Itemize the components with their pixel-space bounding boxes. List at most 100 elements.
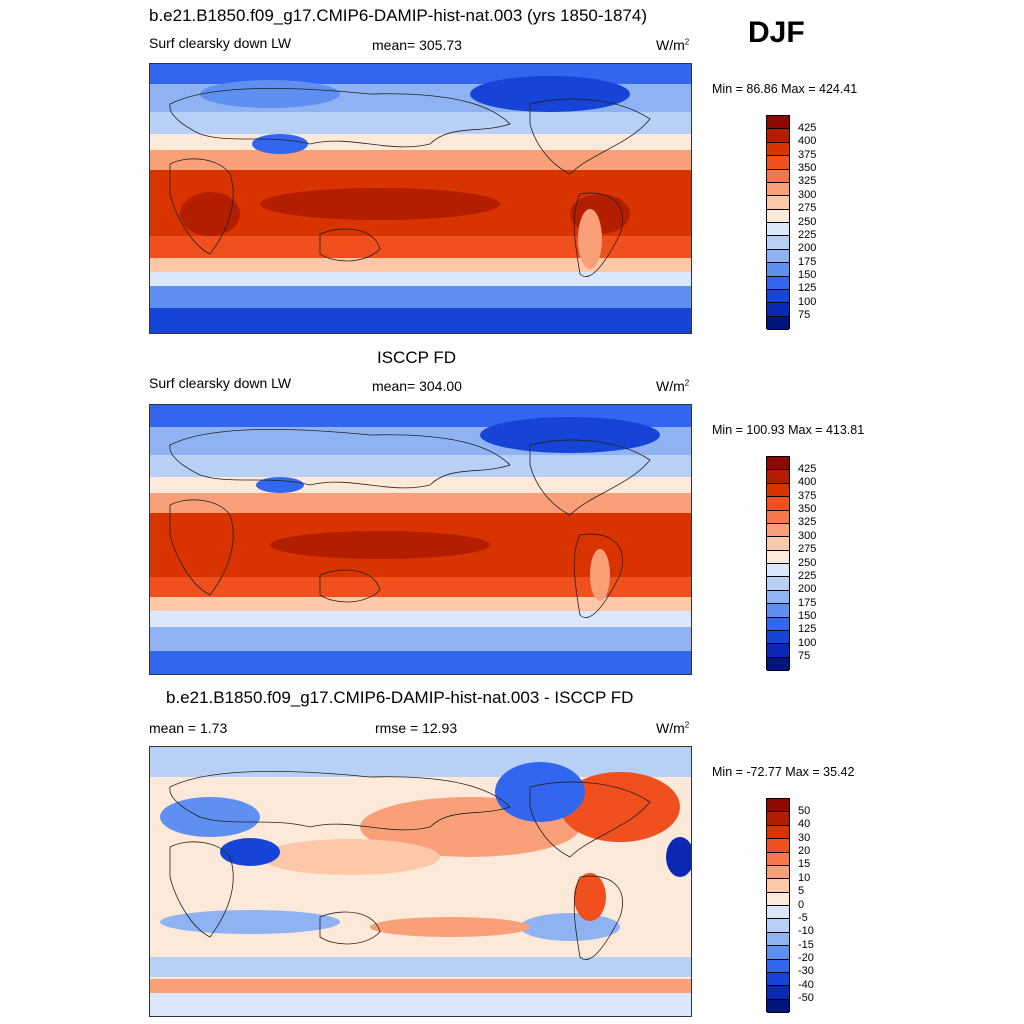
colorbar-label: 350 xyxy=(798,162,817,174)
colorbar-label: 125 xyxy=(798,623,817,636)
colorbar-label: -20 xyxy=(798,952,814,964)
colorbar-label: 425 xyxy=(798,121,817,134)
colorbar-label: -30 xyxy=(798,965,814,978)
colorbar-swatch xyxy=(767,196,789,210)
colorbar-swatch xyxy=(767,223,789,237)
panel-3-rmse: rmse = 12.93 xyxy=(375,720,458,736)
panel-2-variable: Surf clearsky down LW xyxy=(149,375,292,391)
colorbar-label: 75 xyxy=(798,650,811,663)
colorbar-swatch xyxy=(767,276,789,290)
colorbar-swatch xyxy=(767,892,789,906)
panel-2-colorbar xyxy=(766,456,790,671)
colorbar-swatch xyxy=(767,129,789,143)
colorbar-swatch xyxy=(767,986,789,1000)
colorbar-label: 40 xyxy=(798,818,811,831)
colorbar-swatch xyxy=(767,959,789,973)
colorbar-label: 275 xyxy=(798,543,817,556)
colorbar-label: 20 xyxy=(798,845,811,857)
panel-3-mean: mean = 1.73 xyxy=(149,720,228,736)
colorbar-swatch xyxy=(767,906,789,920)
colorbar-label: 5 xyxy=(798,885,805,898)
colorbar-label: 225 xyxy=(798,569,817,582)
panel-1-mean: mean= 305.73 xyxy=(372,37,462,53)
panel-3-units: W/m2 xyxy=(656,720,690,736)
panel-1-map xyxy=(149,63,692,334)
panel-1-variable: Surf clearsky down LW xyxy=(149,35,292,51)
colorbar-swatch xyxy=(767,470,789,484)
colorbar-swatch xyxy=(767,316,789,330)
colorbar-label: 150 xyxy=(798,610,817,622)
colorbar-swatch xyxy=(767,289,789,304)
colorbar-swatch xyxy=(767,169,789,183)
colorbar-swatch xyxy=(767,537,789,551)
colorbar-swatch xyxy=(767,812,789,826)
panel-2-mean: mean= 304.00 xyxy=(372,378,462,394)
panel-2-minmax: Min = 100.93 Max = 413.81 xyxy=(712,423,865,437)
colorbar-swatch xyxy=(767,303,789,317)
colorbar-label: -5 xyxy=(798,911,808,924)
colorbar-label: 200 xyxy=(798,583,817,596)
colorbar-label: 125 xyxy=(798,282,817,295)
colorbar-swatch xyxy=(767,236,789,250)
colorbar-swatch xyxy=(767,839,789,853)
colorbar-label: 250 xyxy=(798,556,817,569)
colorbar-label: -50 xyxy=(798,992,814,1005)
colorbar-label: 0 xyxy=(798,898,805,911)
colorbar-label: 100 xyxy=(798,295,817,308)
colorbar-swatch xyxy=(767,483,789,498)
panel-2-units: W/m2 xyxy=(656,378,690,394)
colorbar-label: 425 xyxy=(798,462,817,475)
colorbar-swatch xyxy=(767,263,789,277)
colorbar-swatch xyxy=(767,249,789,264)
colorbar-swatch xyxy=(767,550,789,564)
colorbar-label: 75 xyxy=(798,309,811,322)
colorbar-label: 175 xyxy=(798,255,817,268)
panel-1-colorbar xyxy=(766,115,790,330)
colorbar-label: 175 xyxy=(798,596,817,609)
colorbar-swatch xyxy=(767,852,789,866)
colorbar-label: 250 xyxy=(798,215,817,228)
panel-1-units: W/m2 xyxy=(656,37,690,53)
colorbar-swatch xyxy=(767,999,789,1013)
colorbar-swatch xyxy=(767,564,789,578)
colorbar-swatch xyxy=(767,510,789,524)
colorbar-label: 150 xyxy=(798,269,817,281)
colorbar-label: 400 xyxy=(798,135,817,148)
colorbar-swatch xyxy=(767,497,789,511)
colorbar-swatch xyxy=(767,799,789,813)
panel-2-map xyxy=(149,404,692,675)
colorbar-swatch xyxy=(767,865,789,880)
colorbar-label: 375 xyxy=(798,489,817,502)
colorbar-swatch xyxy=(767,919,789,933)
season-label: DJF xyxy=(748,16,805,49)
colorbar-swatch xyxy=(767,182,789,197)
colorbar-label: 325 xyxy=(798,175,817,188)
colorbar-swatch xyxy=(767,457,789,471)
colorbar-label: 275 xyxy=(798,202,817,215)
colorbar-label: 300 xyxy=(798,188,817,201)
colorbar-swatch xyxy=(767,577,789,591)
colorbar-label: -40 xyxy=(798,978,814,991)
colorbar-label: 200 xyxy=(798,242,817,255)
panel-3-colorbar xyxy=(766,798,790,1013)
colorbar-swatch xyxy=(767,972,789,987)
panel-3-map xyxy=(149,746,692,1017)
panel-3-minmax: Min = -72.77 Max = 35.42 xyxy=(712,765,855,779)
panel-1-title: b.e21.B1850.f09_g17.CMIP6-DAMIP-hist-nat… xyxy=(149,6,647,25)
colorbar-label: 225 xyxy=(798,228,817,241)
colorbar-swatch xyxy=(767,825,789,840)
colorbar-label: 325 xyxy=(798,516,817,529)
colorbar-label: 10 xyxy=(798,871,811,884)
colorbar-swatch xyxy=(767,630,789,645)
colorbar-swatch xyxy=(767,142,789,157)
colorbar-label: 300 xyxy=(798,529,817,542)
colorbar-label: 15 xyxy=(798,858,811,871)
colorbar-swatch xyxy=(767,932,789,947)
colorbar-swatch xyxy=(767,879,789,893)
colorbar-swatch xyxy=(767,156,789,170)
colorbar-swatch xyxy=(767,644,789,658)
colorbar-swatch xyxy=(767,657,789,671)
colorbar-label: -15 xyxy=(798,938,814,951)
colorbar-label: 50 xyxy=(798,804,811,817)
panel-1-minmax: Min = 86.86 Max = 424.41 xyxy=(712,82,858,96)
